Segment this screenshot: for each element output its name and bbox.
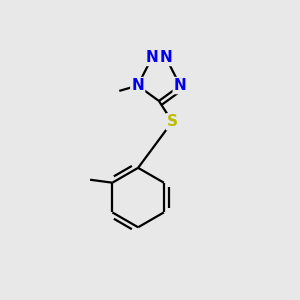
Text: S: S	[167, 114, 178, 129]
Text: N: N	[131, 78, 144, 93]
Text: N: N	[174, 78, 187, 93]
Text: N: N	[159, 50, 172, 65]
Text: N: N	[146, 50, 158, 65]
